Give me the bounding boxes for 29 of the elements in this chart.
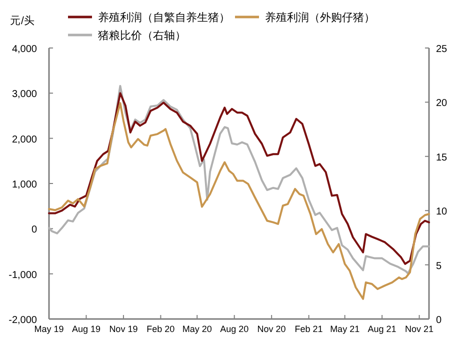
x-tick-label: Aug 19 xyxy=(72,324,100,334)
line-series xyxy=(48,102,430,300)
y2-tick-label: 20 xyxy=(436,98,448,110)
y-tick-label: -2,000 xyxy=(8,315,38,326)
x-tick-label: Nov 21 xyxy=(405,324,434,334)
y-axis-title: 元/头 xyxy=(10,14,35,27)
x-tick-label: May 20 xyxy=(182,324,212,334)
x-tick-label: Feb 20 xyxy=(146,324,175,334)
legend-label: 猪粮比价（右轴） xyxy=(98,29,186,42)
legend-label: 养殖利润（外购仔猪） xyxy=(265,11,375,24)
y-tick-label: 0 xyxy=(31,224,38,236)
y-tick-label: -1,000 xyxy=(8,270,38,281)
x-tick-label: Nov 20 xyxy=(257,324,286,334)
y-tick-label: 2,000 xyxy=(12,134,38,146)
y-tick-label: 3,000 xyxy=(12,89,38,100)
y2-tick-label: 0 xyxy=(436,315,442,326)
x-tick-label: Feb 21 xyxy=(294,324,323,334)
y2-tick-label: 5 xyxy=(436,260,442,272)
x-tick-label: May 21 xyxy=(330,324,360,334)
y-tick-label: 4,000 xyxy=(12,44,38,55)
y2-tick-label: 25 xyxy=(436,44,448,55)
y2-tick-label: 15 xyxy=(436,152,448,164)
y-tick-label: 1,000 xyxy=(12,180,38,190)
x-tick-label: Aug 20 xyxy=(220,324,249,334)
x-tick-label: Aug 21 xyxy=(368,324,396,334)
y2-tick-label: 10 xyxy=(436,206,448,218)
x-tick-label: May 19 xyxy=(34,324,64,334)
x-tick-label: Nov 19 xyxy=(109,324,138,334)
legend-label: 养殖利润（自繁自养生猪） xyxy=(98,11,230,24)
